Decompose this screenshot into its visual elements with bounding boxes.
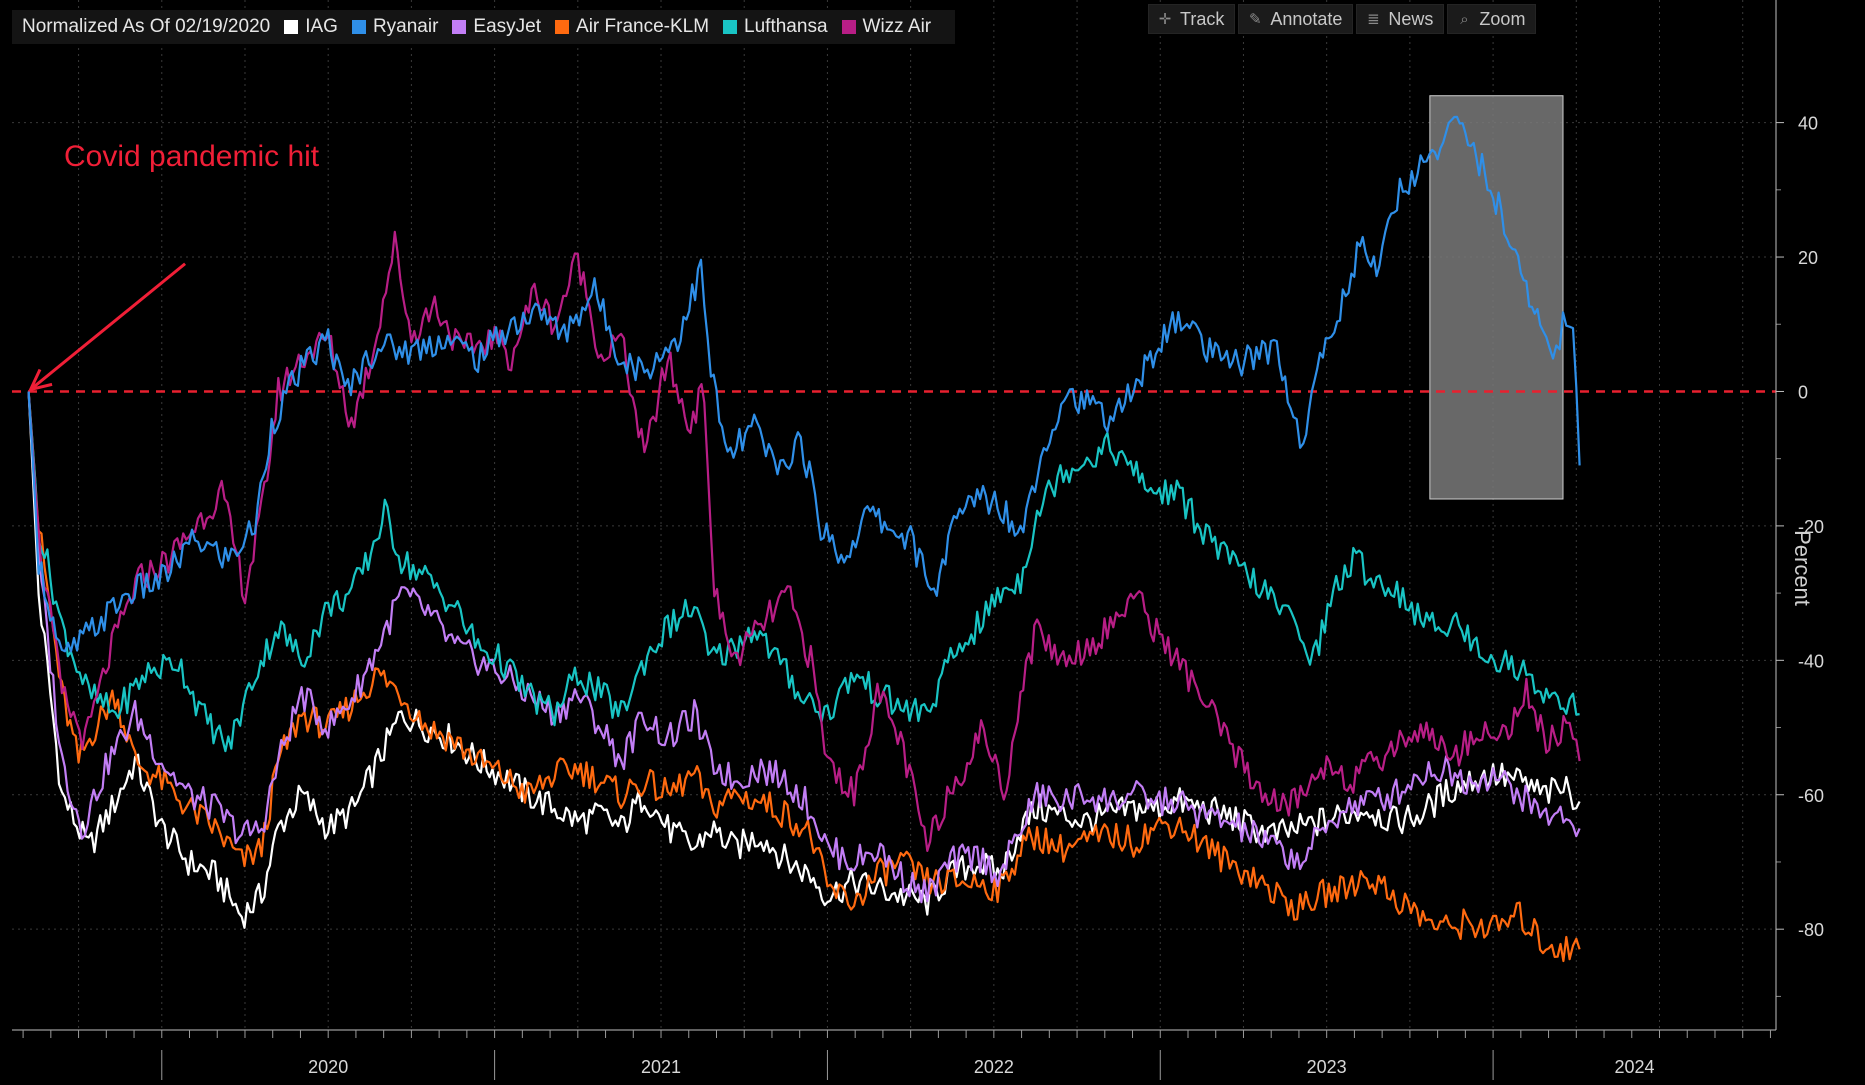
annotate-button-label: Annotate — [1270, 8, 1343, 29]
series-line-lufthansa — [27, 391, 1580, 753]
annotation-arrow-shaft — [29, 262, 187, 391]
y-tick-label: -60 — [1798, 786, 1824, 806]
y-tick-label: -40 — [1798, 651, 1824, 671]
series-layer — [27, 115, 1581, 963]
legend-normalization-label: Normalized As Of 02/19/2020 — [22, 16, 271, 37]
y-tick-label: -20 — [1798, 517, 1824, 537]
track-button-label: Track — [1180, 8, 1225, 29]
legend-item: Air France-KLM — [555, 16, 709, 38]
legend-item: IAG — [284, 16, 338, 38]
legend-swatch — [452, 20, 467, 34]
legend-swatch — [555, 20, 570, 34]
annotate-button[interactable]: ✎ Annotate — [1238, 4, 1354, 34]
y-tick-label: 40 — [1798, 114, 1818, 134]
zoom-button-label: Zoom — [1479, 8, 1526, 29]
x-year-label: 2021 — [641, 1057, 681, 1077]
legend-swatch — [284, 20, 299, 34]
x-year-label: 2020 — [308, 1057, 348, 1077]
legend-item: Ryanair — [351, 16, 439, 38]
x-year-label: 2022 — [974, 1057, 1014, 1077]
news-button-label: News — [1388, 8, 1434, 29]
track-button[interactable]: ✛ Track — [1148, 4, 1236, 34]
series-line-wizz-air — [27, 230, 1581, 852]
y-axis-title: Percent — [1790, 530, 1815, 606]
legend-label: Wizz Air — [862, 16, 932, 37]
legend-label: EasyJet — [473, 16, 542, 37]
grid-layer — [12, 0, 1776, 1030]
pencil-icon: ✎ — [1249, 11, 1262, 28]
chart-toolbar: ✛ Track ✎ Annotate ≣ News ⌕ Zoom — [1148, 4, 1539, 34]
legend-label: Air France-KLM — [576, 16, 710, 37]
series-line-easyjet — [27, 391, 1581, 904]
legend-item: Wizz Air — [841, 16, 932, 38]
magnifier-icon: ⌕ — [1460, 10, 1469, 28]
series-line-iag — [27, 391, 1581, 929]
legend-swatch — [723, 20, 738, 34]
x-year-label: 2023 — [1307, 1057, 1347, 1077]
legend-label: Lufthansa — [744, 16, 828, 37]
y-tick-label: -80 — [1798, 920, 1824, 940]
reference-layer — [12, 95, 1776, 500]
y-tick-label: 0 — [1798, 382, 1808, 402]
series-line-ryanair — [27, 115, 1581, 653]
crosshair-icon: ✛ — [1158, 11, 1172, 28]
zoom-button[interactable]: ⌕ Zoom — [1447, 4, 1537, 34]
annotation-layer — [27, 262, 187, 392]
axis-layer: 40 20 0 -20 -40 -60 -80 2020 2021 2022 2023 2024 — [12, 0, 1824, 1080]
annotation-arrow-head — [27, 368, 53, 392]
legend: Normalized As Of 02/19/2020 IAG Ryanair Ea… — [12, 10, 956, 44]
legend-swatch — [841, 20, 856, 34]
news-button[interactable]: ≣ News — [1356, 4, 1445, 34]
legend-item: EasyJet — [452, 16, 541, 38]
covid-annotation-label: Covid pandemic hit — [64, 140, 320, 173]
legend-label: Ryanair — [372, 16, 439, 37]
legend-label: IAG — [305, 16, 338, 37]
highlight-box — [1429, 95, 1564, 500]
legend-item: Lufthansa — [723, 16, 828, 38]
legend-swatch — [351, 20, 366, 34]
x-year-label: 2024 — [1615, 1057, 1655, 1077]
y-tick-label: 20 — [1798, 248, 1818, 268]
news-icon: ≣ — [1367, 11, 1380, 28]
legend-items: IAG Ryanair EasyJet Air France-KLM Lufthansa… — [284, 16, 945, 38]
